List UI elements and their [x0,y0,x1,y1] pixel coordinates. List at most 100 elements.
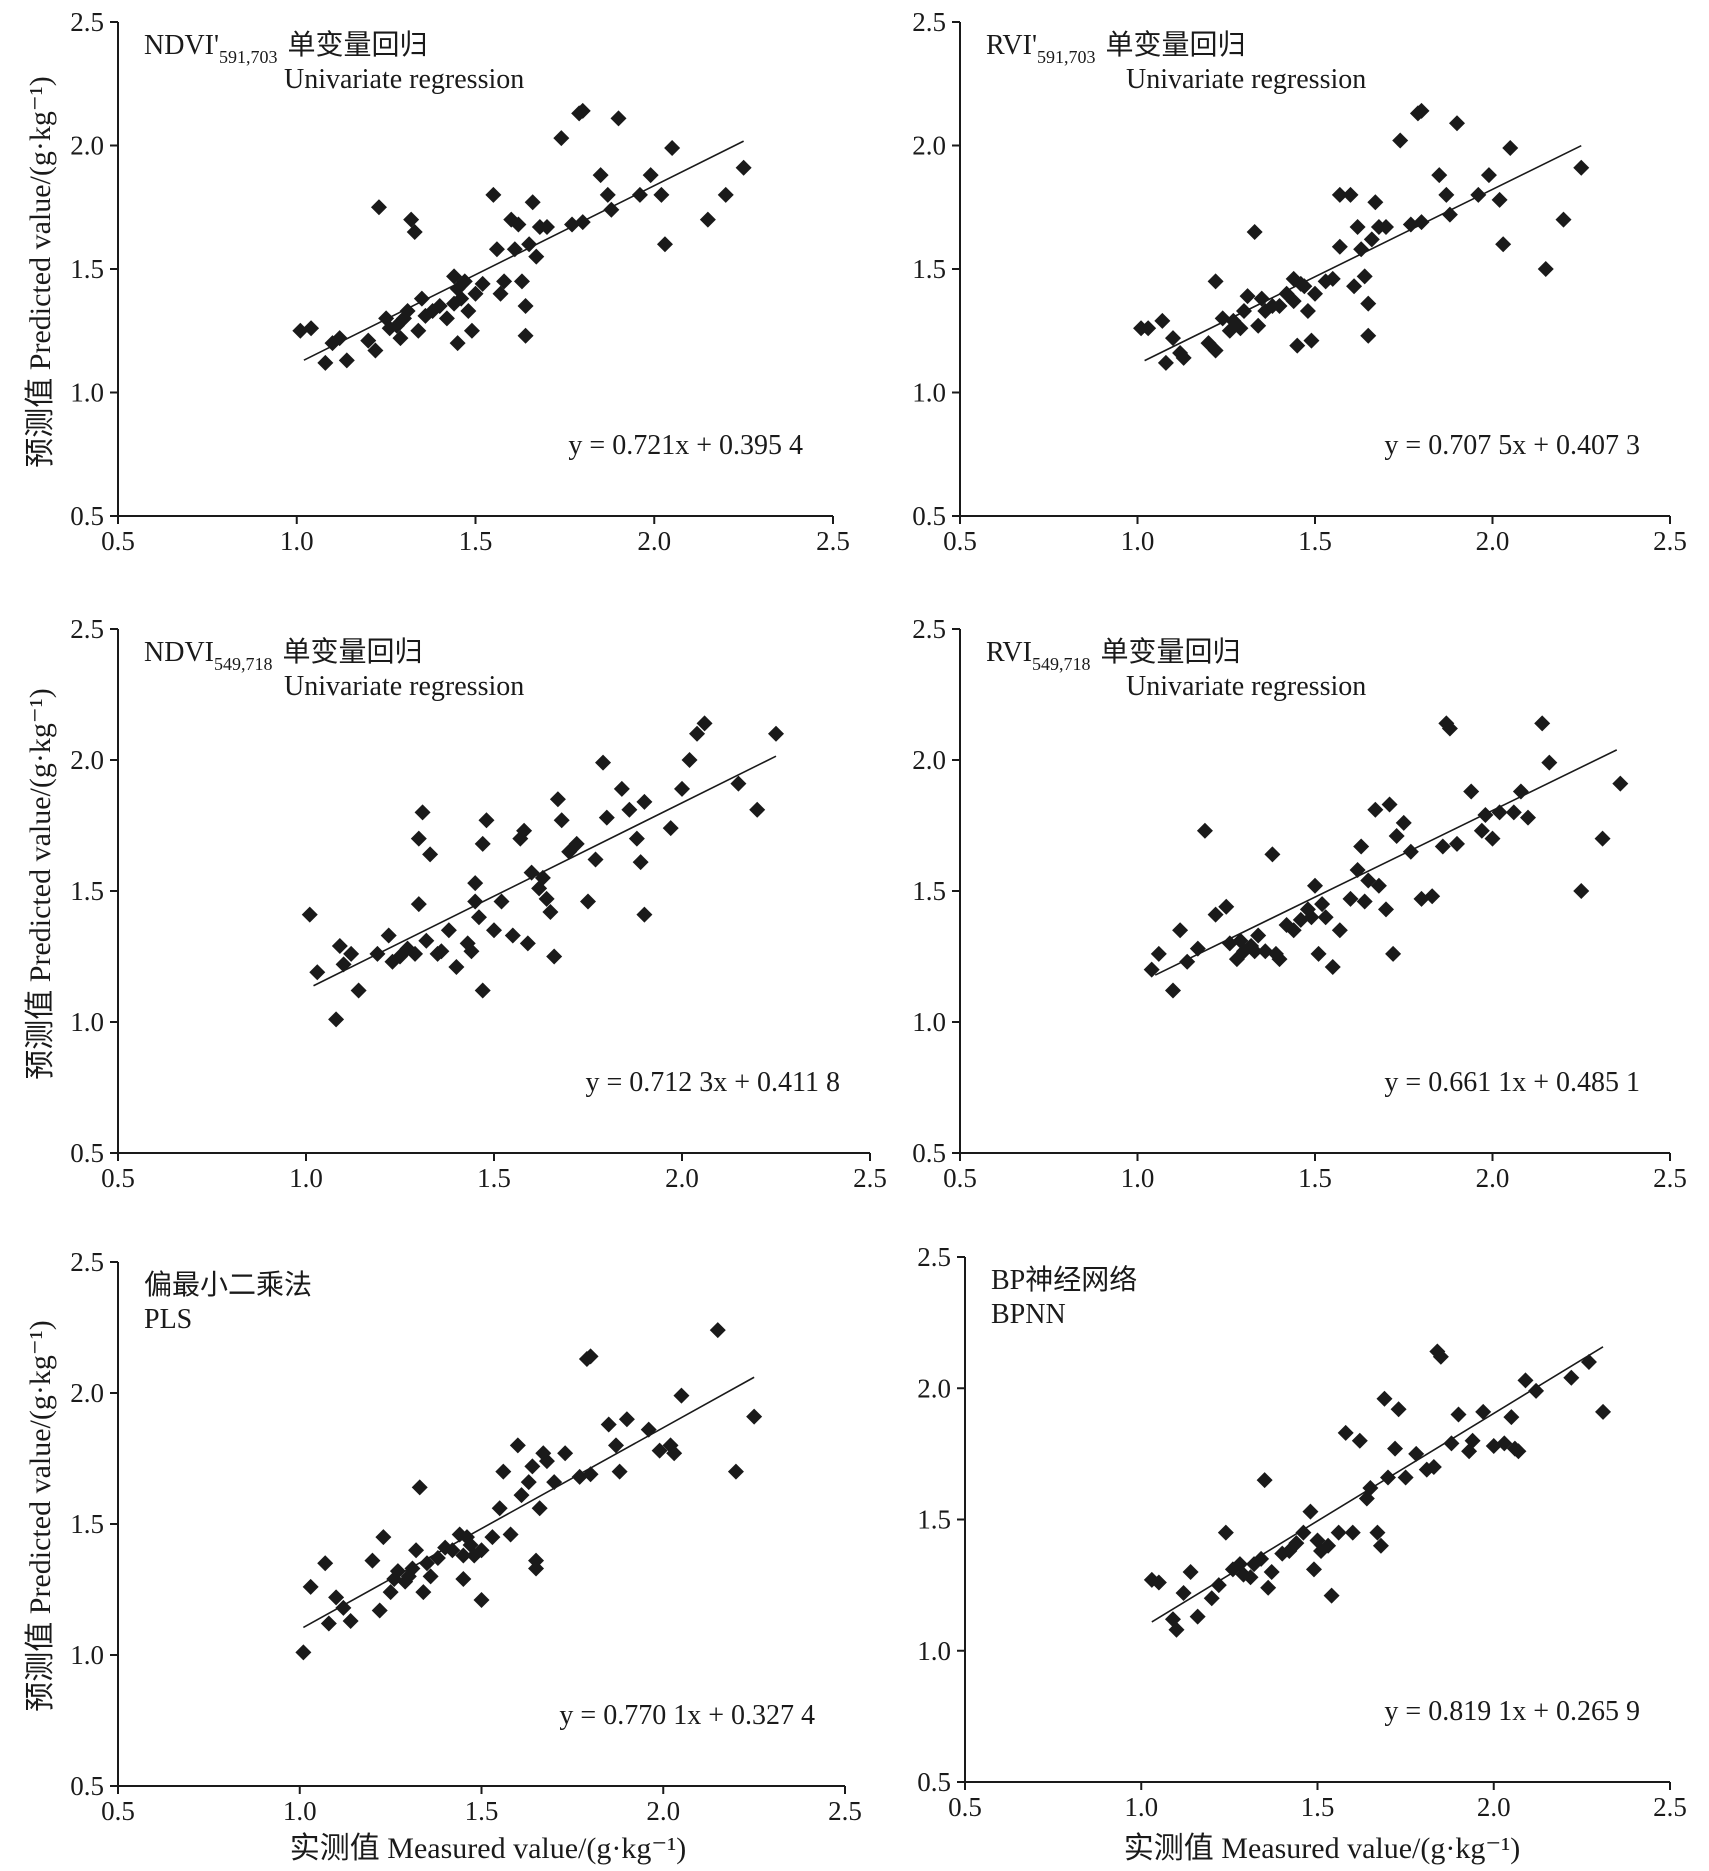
data-point [1140,320,1157,337]
data-point [456,273,473,290]
panel-label-en: Univariate regression [1126,671,1366,702]
y-tick-label: 2.5 [70,614,104,644]
data-point [1344,1524,1361,1541]
x-tick-label: 2.0 [665,1163,699,1193]
regression-equation: y = 0.712 3x + 0.411 8 [585,1067,840,1098]
data-point [1253,290,1270,307]
data-point [1232,320,1249,337]
data-point [1337,1424,1354,1441]
data-point [350,982,367,999]
data-point [301,906,318,923]
data-point [1150,945,1167,962]
data-point [546,948,563,965]
data-point [438,310,455,327]
data-point [1449,835,1465,852]
data-point [1214,310,1231,327]
data-point [317,354,334,371]
data-point [1595,1403,1612,1420]
data-point [1392,132,1409,149]
x-tick-label: 0.5 [943,526,977,556]
data-point [1517,1372,1534,1389]
data-point [375,1529,392,1546]
data-point [1367,801,1384,818]
data-point [1434,838,1451,855]
data-point [1157,354,1174,371]
data-point [1292,911,1309,928]
data-point [1189,1608,1206,1625]
panel-label-main: NDVI' [144,30,219,61]
data-point [1464,1432,1481,1449]
data-point [768,725,784,742]
panel-label: BP神经网络 [991,1264,1137,1296]
regression-equation: y = 0.770 1x + 0.327 4 [559,1700,815,1731]
data-point [369,945,386,962]
data-point [360,332,377,349]
data-point [1165,982,1181,999]
panel-label-en: BPNN [991,1299,1066,1330]
data-point [517,327,534,344]
data-point [1246,943,1263,960]
x-tick-label: 1.5 [459,526,493,556]
data-point [571,1468,588,1485]
y-tick-label: 0.5 [917,1767,951,1797]
y-tick-label: 2.5 [912,614,946,644]
data-point [1289,337,1306,354]
x-tick-label: 1.5 [1298,1163,1332,1193]
data-point [1484,830,1501,847]
data-point [474,982,491,999]
y-tick-label: 1.5 [70,876,104,906]
data-point [1378,219,1394,236]
data-point [666,1445,683,1462]
data-point [1495,236,1512,253]
data-point [735,159,752,176]
x-tick-label: 0.5 [101,1796,135,1826]
data-point [399,302,416,319]
data-point [431,298,448,315]
data-point [516,822,533,839]
data-point [517,298,534,315]
data-point [549,791,566,808]
data-point [303,320,320,337]
data-point [524,1458,541,1475]
data-point [1563,1369,1580,1386]
data-point [587,851,604,868]
data-point [662,820,679,837]
data-point [1165,330,1181,347]
data-point [474,835,491,852]
y-tick-label: 1.0 [70,1007,104,1037]
data-point [1413,890,1430,907]
data-point [1431,167,1448,184]
x-tick-label: 2.0 [637,526,671,556]
data-point [1397,1469,1414,1486]
data-point [317,1555,334,1572]
data-point [1395,814,1412,831]
data-point [338,352,355,369]
x-tick-label: 1.0 [283,1796,317,1826]
data-point [463,943,480,960]
regression-line [1151,1346,1604,1623]
data-point [1425,1459,1442,1475]
data-point [574,214,591,231]
data-point [1612,775,1629,792]
data-point [1438,186,1455,203]
data-point [411,1479,428,1496]
data-point [467,893,484,910]
data-point [1360,295,1377,312]
data-point [1239,288,1256,305]
data-point [370,199,387,216]
y-tick-label: 0.5 [912,1138,946,1168]
panel-label-cn: 单变量回归 [288,29,428,61]
data-point [632,854,649,871]
data-point [1271,298,1288,315]
data-point [628,830,645,847]
data-point [1372,1537,1389,1554]
data-point [422,1568,439,1585]
panel-label-main: BP神经网络 [991,1264,1137,1296]
x-tick-label: 0.5 [948,1792,982,1822]
data-point [492,285,509,302]
x-tick-label: 1.5 [465,1796,499,1826]
x-tick-label: 1.0 [1121,1163,1155,1193]
data-point [1491,804,1508,821]
panel-middle-left: 0.5 1.0 1.5 2.0 2.5 0.5 1.0 1.5 2.0 2.5 NDVI549,71… [70,614,887,1193]
data-point [1342,186,1359,203]
